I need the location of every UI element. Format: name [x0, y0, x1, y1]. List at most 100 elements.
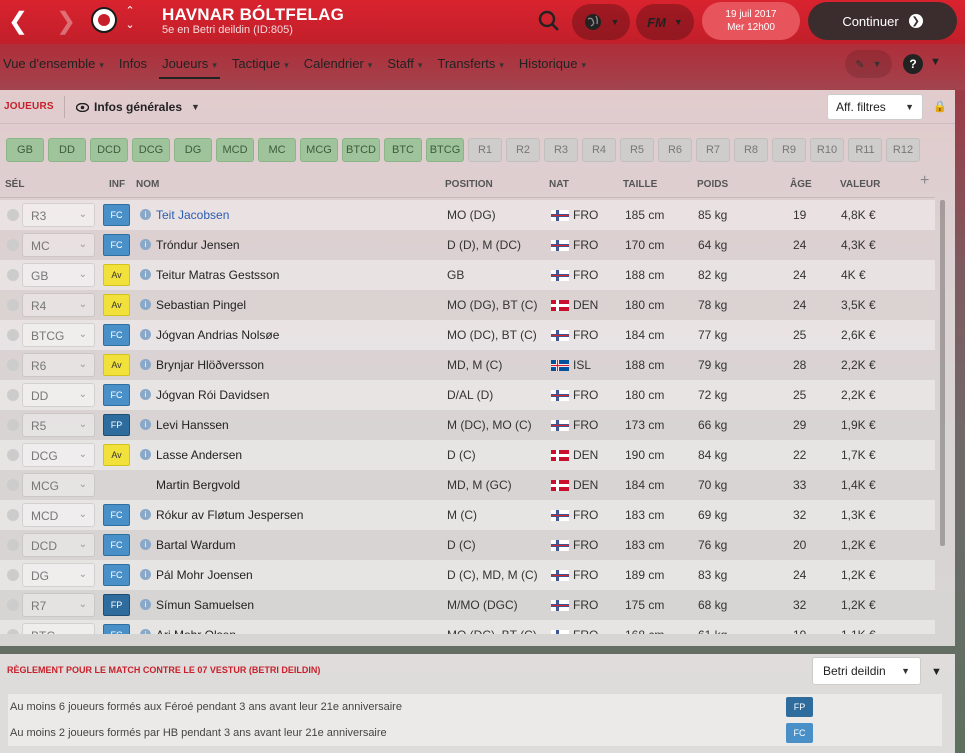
table-row[interactable]: R5 ⌄ FP i Levi Hanssen M (DC), MO (C) FRO 173 c…: [0, 410, 935, 440]
position-pill[interactable]: R3: [544, 138, 578, 162]
select-checkbox[interactable]: [7, 359, 19, 371]
select-checkbox[interactable]: [7, 449, 19, 461]
select-checkbox[interactable]: [7, 239, 19, 251]
table-row[interactable]: GB ⌄ Av i Teitur Matras Gestsson GB FRO 188 cm 8…: [0, 260, 935, 290]
info-icon[interactable]: i: [140, 599, 151, 610]
table-row[interactable]: BTC ⌄ FC i Ari Mohr Olsen MO (DC), BT (C) FRO 1…: [0, 620, 935, 634]
select-checkbox[interactable]: [7, 209, 19, 221]
info-badge[interactable]: Av: [103, 264, 130, 286]
table-row[interactable]: DD ⌄ FC i Jógvan Rói Davidsen D/AL (D) FRO 180 …: [0, 380, 935, 410]
player-name[interactable]: Pál Mohr Joensen: [156, 568, 253, 582]
col-position[interactable]: POSITION: [445, 179, 493, 190]
table-row[interactable]: R7 ⌄ FP i Símun Samuelsen M/MO (DGC) FRO 175 cm…: [0, 590, 935, 620]
position-pill[interactable]: MC: [258, 138, 296, 162]
player-name[interactable]: Brynjar Hlöðversson: [156, 358, 265, 372]
select-checkbox[interactable]: [7, 389, 19, 401]
position-pill[interactable]: GB: [6, 138, 44, 162]
continue-button[interactable]: Continuer ❯: [808, 2, 957, 40]
slot-selector[interactable]: BTC ⌄: [22, 623, 95, 634]
info-icon[interactable]: i: [140, 449, 151, 460]
info-badge[interactable]: Av: [103, 354, 130, 376]
current-date-button[interactable]: 19 juil 2017 Mer 12h00: [702, 2, 800, 40]
menu-item-2[interactable]: Joueurs ▾: [159, 56, 220, 79]
select-checkbox[interactable]: [7, 419, 19, 431]
chevron-down-icon[interactable]: ▼: [931, 666, 942, 678]
edit-menu-button[interactable]: ✎ ▼: [845, 50, 892, 78]
col-nat[interactable]: NAT: [549, 179, 569, 190]
info-badge[interactable]: FP: [103, 414, 130, 436]
table-row[interactable]: MC ⌄ FC i Tróndur Jensen D (D), M (DC) FRO 170 …: [0, 230, 935, 260]
select-checkbox[interactable]: [7, 509, 19, 521]
position-pill[interactable]: R2: [506, 138, 540, 162]
filters-button[interactable]: Aff. filtres ▼: [827, 94, 923, 120]
info-badge[interactable]: FC: [103, 504, 130, 526]
help-icon[interactable]: ?: [903, 54, 923, 74]
view-selector[interactable]: Infos générales ▼: [76, 100, 200, 114]
slot-selector[interactable]: MC ⌄: [22, 233, 95, 257]
menu-item-4[interactable]: Calendrier ▾: [301, 56, 376, 71]
position-pill[interactable]: R9: [772, 138, 806, 162]
slot-selector[interactable]: R3 ⌄: [22, 203, 95, 227]
player-name[interactable]: Jógvan Rói Davidsen: [156, 388, 270, 402]
col-poids[interactable]: POIDS: [697, 179, 729, 190]
select-checkbox[interactable]: [7, 269, 19, 281]
search-icon[interactable]: [536, 8, 562, 34]
position-pill[interactable]: DCD: [90, 138, 128, 162]
select-checkbox[interactable]: [7, 569, 19, 581]
competition-selector[interactable]: Betri deildin ▼: [812, 657, 921, 685]
player-name[interactable]: Levi Hanssen: [156, 418, 229, 432]
table-row[interactable]: MCD ⌄ FC i Rókur av Fløtum Jespersen M (C) FRO…: [0, 500, 935, 530]
table-row[interactable]: MCG ⌄ Martin Bergvold MD, M (GC) DEN 184 cm 70…: [0, 470, 935, 500]
player-name[interactable]: Lasse Andersen: [156, 448, 243, 462]
slot-selector[interactable]: DG ⌄: [22, 563, 95, 587]
position-pill[interactable]: R12: [886, 138, 920, 162]
slot-selector[interactable]: R6 ⌄: [22, 353, 95, 377]
slot-selector[interactable]: R5 ⌄: [22, 413, 95, 437]
slot-selector[interactable]: DCD ⌄: [22, 533, 95, 557]
position-pill[interactable]: DD: [48, 138, 86, 162]
info-icon[interactable]: i: [140, 239, 151, 250]
position-pill[interactable]: MCG: [300, 138, 338, 162]
select-checkbox[interactable]: [7, 629, 19, 634]
slot-selector[interactable]: R7 ⌄: [22, 593, 95, 617]
position-pill[interactable]: R6: [658, 138, 692, 162]
info-badge[interactable]: FC: [103, 384, 130, 406]
select-checkbox[interactable]: [7, 329, 19, 341]
info-badge[interactable]: FC: [103, 534, 130, 556]
select-checkbox[interactable]: [7, 599, 19, 611]
col-valeur[interactable]: VALEUR: [840, 179, 881, 190]
position-pill[interactable]: BTC: [384, 138, 422, 162]
info-badge[interactable]: FC: [103, 564, 130, 586]
slot-selector[interactable]: MCD ⌄: [22, 503, 95, 527]
add-column-icon[interactable]: +: [920, 172, 930, 189]
position-pill[interactable]: BTCD: [342, 138, 380, 162]
table-row[interactable]: BTCG ⌄ FC i Jógvan Andrias Nolsøe MO (DC), BT…: [0, 320, 935, 350]
menu-item-6[interactable]: Transferts ▾: [434, 56, 507, 71]
info-icon[interactable]: i: [140, 299, 151, 310]
table-row[interactable]: DCG ⌄ Av i Lasse Andersen D (C) DEN 190 cm 84 kg…: [0, 440, 935, 470]
position-pill[interactable]: DCG: [132, 138, 170, 162]
slot-selector[interactable]: BTCG ⌄: [22, 323, 95, 347]
menu-item-7[interactable]: Historique ▾: [516, 56, 589, 71]
select-checkbox[interactable]: [7, 539, 19, 551]
chevron-down-icon[interactable]: ▼: [930, 56, 941, 68]
col-inf[interactable]: INF: [109, 179, 126, 190]
player-name[interactable]: Jógvan Andrias Nolsøe: [156, 328, 280, 342]
info-icon[interactable]: i: [140, 509, 151, 520]
info-icon[interactable]: i: [140, 389, 151, 400]
position-pill[interactable]: DG: [174, 138, 212, 162]
position-pill[interactable]: R5: [620, 138, 654, 162]
col-nom[interactable]: NOM: [136, 179, 160, 190]
info-badge[interactable]: FP: [103, 594, 130, 616]
select-checkbox[interactable]: [7, 479, 19, 491]
player-name[interactable]: Símun Samuelsen: [156, 598, 255, 612]
table-row[interactable]: DG ⌄ FC i Pál Mohr Joensen D (C), MD, M (C) FR…: [0, 560, 935, 590]
lock-icon[interactable]: 🔒: [933, 101, 947, 113]
table-row[interactable]: R6 ⌄ Av i Brynjar Hlöðversson MD, M (C) ISL 188…: [0, 350, 935, 380]
table-row[interactable]: R4 ⌄ Av i Sebastian Pingel MO (DG), BT (C) DEN…: [0, 290, 935, 320]
position-pill[interactable]: R1: [468, 138, 502, 162]
info-badge[interactable]: FC: [103, 324, 130, 346]
table-scrollbar[interactable]: [940, 200, 945, 546]
select-checkbox[interactable]: [7, 299, 19, 311]
menu-item-0[interactable]: Vue d'ensemble ▾: [0, 56, 107, 71]
